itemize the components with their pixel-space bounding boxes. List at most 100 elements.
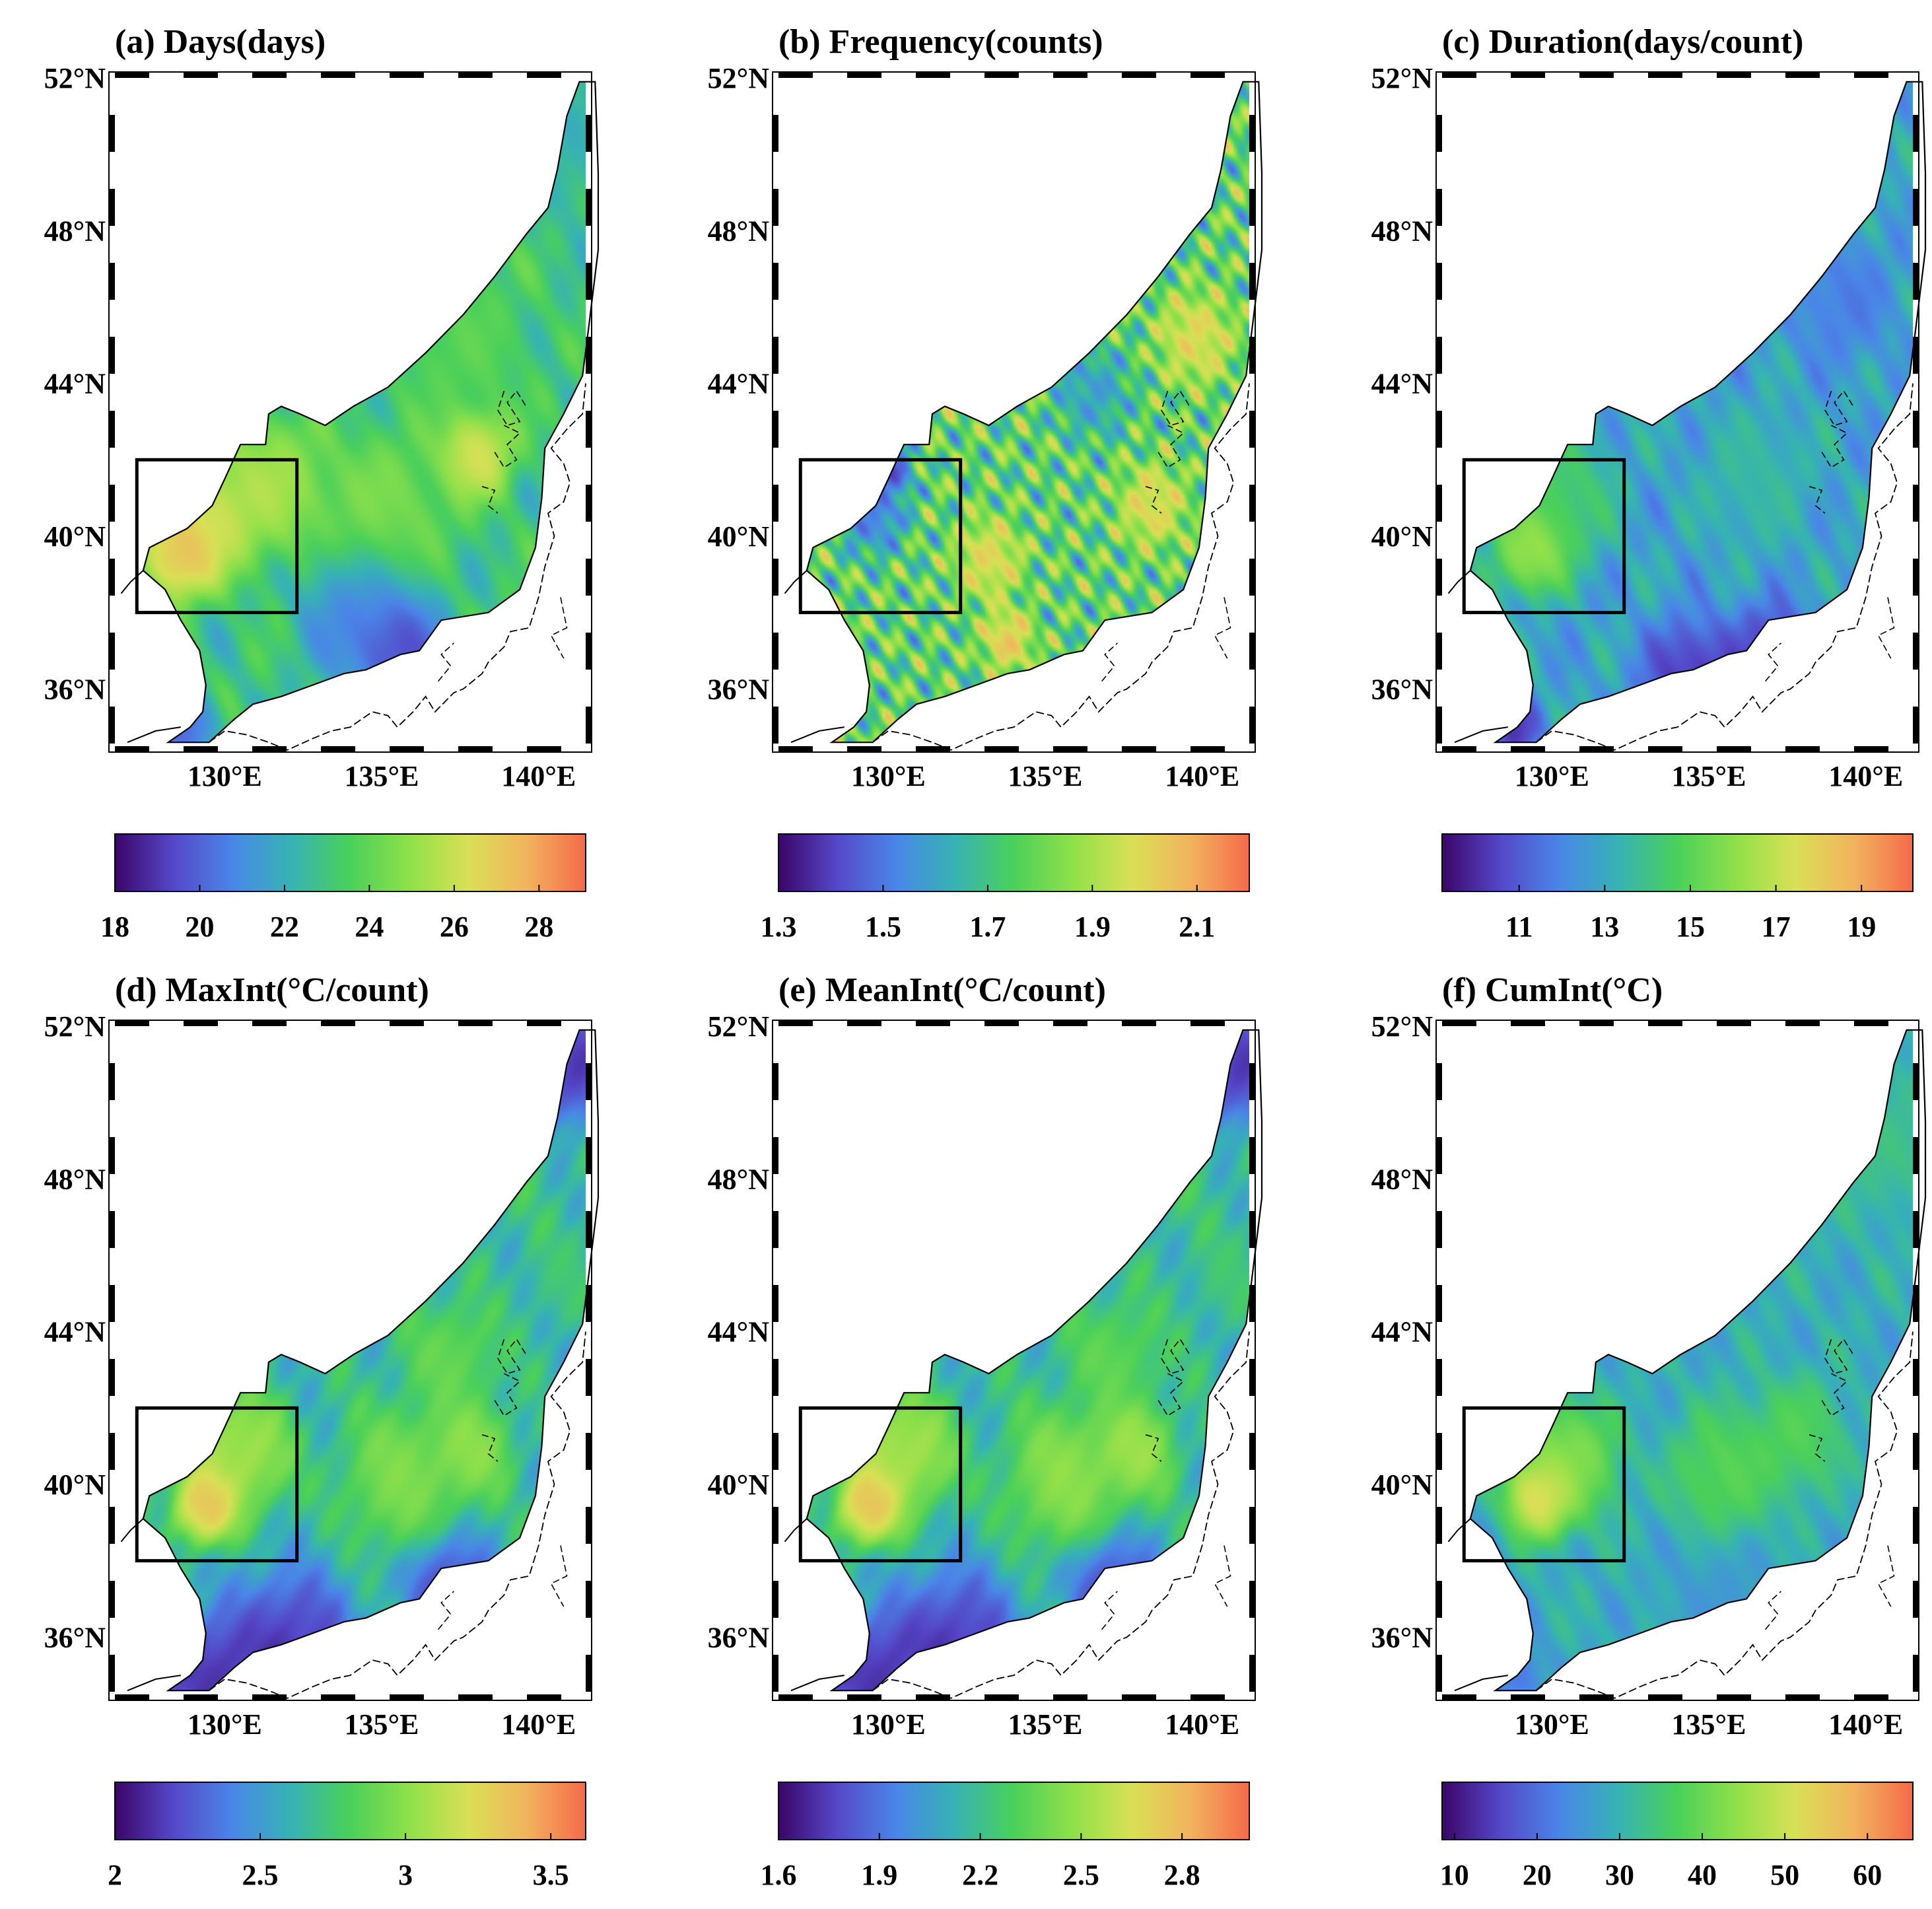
colorbar-tick-label: 10 (1440, 1859, 1469, 1891)
colorbar-tick-label: 2.5 (242, 1859, 279, 1891)
island-coast (1809, 486, 1826, 514)
island-coast (1161, 390, 1190, 427)
coastline (1469, 1029, 1927, 1692)
coastline (806, 1029, 1263, 1692)
lat-tick-label: 40°N (1371, 520, 1433, 553)
lon-tick-label: 130°E (851, 1708, 926, 1741)
island-coast (1101, 642, 1118, 682)
lat-tick-label: 48°N (1371, 215, 1433, 247)
coastline-southwest (790, 1675, 845, 1692)
island-coast (1101, 1591, 1118, 1630)
island-coast (1821, 1373, 1848, 1416)
lat-tick-label: 36°N (1371, 1621, 1433, 1653)
colorbar-f: 10 20 30 40 50 60 (1440, 1782, 1914, 1891)
coastline (1469, 81, 1927, 744)
japan-coast (1536, 1331, 1914, 1699)
panel-e: (e) MeanInt(°C/count)52°N 48°N 44°N 40°N 36°… (708, 971, 1263, 1891)
colorbar-tick-label: 1.3 (761, 911, 797, 943)
lat-tick-label: 40°N (708, 1469, 770, 1501)
colorbar-bar (114, 833, 586, 892)
island-coast (550, 1545, 568, 1607)
lat-tick-label: 40°N (708, 520, 770, 553)
coastline-southwest (1454, 1675, 1508, 1692)
lat-tick-label: 36°N (44, 673, 106, 705)
colorbar-tick-label: 2.5 (1063, 1859, 1099, 1891)
lon-tick-label: 130°E (188, 760, 262, 792)
lat-tick-label: 52°N (708, 62, 770, 94)
lat-tick-label: 44°N (708, 1316, 770, 1348)
lat-tick-label: 40°N (1371, 1469, 1433, 1501)
lon-tick-label: 140°E (1828, 1708, 1903, 1741)
coastline-west (784, 570, 808, 594)
lon-tick-label: 135°E (1672, 760, 1746, 792)
island-coast (1161, 1338, 1190, 1375)
island-coast (481, 1434, 499, 1462)
lat-tick-label: 52°N (1371, 1010, 1433, 1043)
lon-tick-label: 140°E (1165, 760, 1239, 792)
island-coast (497, 390, 527, 427)
japan-coast (872, 383, 1250, 751)
colorbar-tick-label: 15 (1676, 911, 1705, 943)
panel-title-a: (a) Days(days) (115, 23, 326, 61)
lon-tick-label: 135°E (1008, 760, 1083, 792)
panel-b: (b) Frequency(counts)52°N 48°N 44°N 40°N 36°… (708, 23, 1263, 943)
colorbar-tick-label: 24 (355, 911, 384, 943)
lon-tick-label: 140°E (1165, 1708, 1239, 1741)
island-coast (1214, 1545, 1231, 1607)
colorbar-tick-label: 1.6 (761, 1859, 797, 1891)
island-coast (1157, 425, 1185, 468)
lat-tick-label: 36°N (708, 1621, 770, 1653)
lat-tick-label: 36°N (708, 673, 770, 705)
lat-tick-label: 52°N (44, 62, 106, 94)
island-coast (1824, 1338, 1854, 1375)
island-coast (1145, 1434, 1162, 1462)
lat-tick-label: 52°N (44, 1010, 106, 1043)
lon-tick-label: 130°E (851, 760, 926, 792)
panel-title-f: (f) CumInt(°C) (1442, 971, 1663, 1009)
island-coast (497, 1338, 527, 1375)
colorbar-tick-label: 1.9 (861, 1859, 897, 1891)
analysis-box (135, 458, 299, 615)
coastline-west (120, 570, 144, 594)
lat-tick-label: 44°N (44, 368, 106, 400)
island-coast (1764, 1591, 1781, 1630)
lat-tick-label: 52°N (708, 1010, 770, 1043)
lon-tick-label: 135°E (1008, 1708, 1083, 1741)
lon-tick-label: 140°E (1828, 760, 1903, 792)
analysis-box (798, 458, 963, 615)
colorbar-a: 18 20 22 24 26 28 (100, 833, 586, 943)
lon-tick-label: 135°E (345, 1708, 419, 1741)
lon-tick-label: 140°E (501, 760, 576, 792)
island-coast (1809, 1434, 1826, 1462)
colorbar-tick-label: 40 (1688, 1859, 1717, 1891)
panel-title-e: (e) MeanInt(°C/count) (778, 971, 1106, 1009)
coastline-southwest (1454, 726, 1508, 744)
coastline (142, 81, 600, 744)
panel-f: (f) CumInt(°C) 52°N 48°N 44°N 40°N 36°N 130°E 1… (1371, 971, 1927, 1891)
lon-tick-label: 130°E (188, 1708, 262, 1741)
colorbar-e: 1.6 1.9 2.2 2.5 2.8 (761, 1782, 1250, 1891)
coastline-west (1447, 570, 1471, 594)
analysis-box (1462, 458, 1626, 615)
lat-tick-label: 44°N (708, 368, 770, 400)
coastline-southwest (127, 726, 181, 744)
colorbar-c: 11 13 15 17 19 (1441, 833, 1914, 943)
island-coast (494, 425, 521, 468)
colorbar-tick-label: 22 (270, 911, 299, 943)
island-coast (1877, 1545, 1895, 1607)
island-coast (1824, 390, 1854, 427)
colorbar-bar (1441, 833, 1914, 892)
lat-tick-label: 48°N (44, 215, 106, 247)
coastline-southwest (790, 726, 845, 744)
coastline (142, 1029, 600, 1692)
colorbar-b: 1.3 1.5 1.7 1.9 2.1 (761, 833, 1250, 943)
colorbar-tick-label: 3 (398, 1859, 413, 1891)
lon-tick-label: 140°E (501, 1708, 576, 1741)
coastline-west (784, 1518, 808, 1543)
lat-tick-label: 44°N (44, 1316, 106, 1348)
island-coast (494, 1373, 521, 1416)
colorbar-tick-label: 26 (440, 911, 469, 943)
lat-tick-label: 36°N (1371, 673, 1433, 705)
lat-tick-label: 48°N (1371, 1163, 1433, 1195)
lon-tick-label: 135°E (345, 760, 419, 792)
